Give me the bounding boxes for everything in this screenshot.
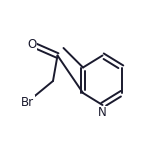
Text: N: N xyxy=(98,106,107,120)
Text: O: O xyxy=(27,39,37,51)
Text: Br: Br xyxy=(21,96,34,108)
